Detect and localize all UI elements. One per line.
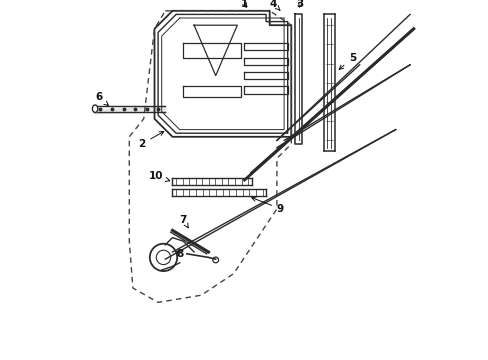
Text: 9: 9 [251, 197, 284, 214]
Text: 6: 6 [95, 92, 108, 105]
Text: 5: 5 [339, 53, 355, 69]
Text: 8: 8 [176, 249, 183, 259]
Text: 10: 10 [149, 171, 169, 181]
Text: 4: 4 [269, 0, 279, 10]
Text: 3: 3 [296, 0, 304, 9]
Text: 1: 1 [241, 0, 247, 9]
Text: 2: 2 [138, 131, 163, 149]
Text: 7: 7 [179, 215, 188, 228]
Ellipse shape [92, 105, 98, 112]
